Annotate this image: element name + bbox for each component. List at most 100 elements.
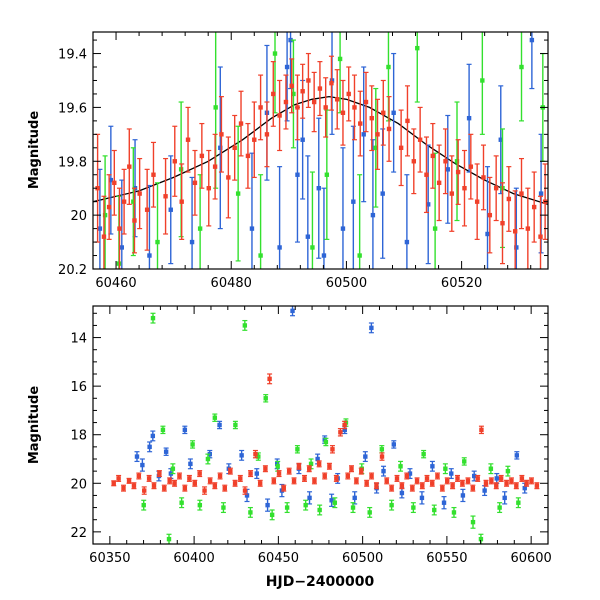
- top-marker: [102, 212, 108, 218]
- top-marker: [206, 186, 211, 191]
- bottom-marker: [308, 461, 314, 467]
- bottom-data-point: [451, 506, 457, 518]
- top-marker: [245, 153, 251, 159]
- bottom-data-point: [414, 477, 420, 485]
- top-panel-axes: 60460 60480 60500 60520 19.4 19.6 19.8 20 20.2: [58, 32, 548, 291]
- bottom-marker: [228, 468, 233, 474]
- bottom-data-point: [257, 479, 263, 487]
- top-data-point: [369, 85, 375, 152]
- bottom-data-point: [471, 470, 477, 482]
- bottom-data-point: [281, 484, 287, 492]
- bottom-marker: [432, 507, 437, 513]
- bottom-marker: [182, 427, 188, 433]
- bottom-marker: [494, 483, 499, 488]
- top-marker: [487, 212, 493, 218]
- top-data-point: [106, 174, 112, 240]
- top-data-point: [375, 98, 381, 170]
- bottom-marker: [296, 464, 302, 469]
- top-marker: [361, 132, 366, 137]
- bottom-marker: [524, 481, 529, 486]
- bottom-data-point: [441, 496, 447, 510]
- top-marker: [363, 99, 369, 105]
- bottom-data-point: [508, 477, 514, 485]
- bottom-panel-ylabel: Magnitude: [27, 386, 42, 465]
- top-marker: [219, 132, 224, 137]
- top-marker: [454, 159, 460, 164]
- top-marker: [358, 121, 363, 126]
- bottom-marker: [217, 473, 223, 479]
- bottom-marker: [257, 481, 263, 486]
- bottom-data-point: [232, 420, 238, 430]
- top-data-point: [311, 71, 317, 133]
- bottom-marker: [350, 505, 356, 510]
- bottom-marker: [455, 476, 460, 481]
- bottom-marker: [384, 478, 389, 484]
- bottom-data-point: [254, 468, 260, 480]
- top-y-tick-label: 19.8: [58, 155, 87, 170]
- top-data-point: [506, 166, 512, 232]
- bottom-y-tick-label: 20: [70, 477, 87, 492]
- top-data-point: [417, 106, 423, 173]
- bottom-marker: [420, 483, 425, 488]
- bottom-data-point: [136, 472, 142, 480]
- top-data-point: [373, 87, 379, 208]
- bottom-data-point: [389, 484, 395, 492]
- top-marker: [411, 159, 417, 164]
- top-marker: [462, 186, 467, 191]
- top-panel-ylabel: Magnitude: [27, 111, 42, 190]
- top-data-point: [480, 144, 486, 211]
- bottom-marker: [349, 466, 354, 471]
- top-data-point: [290, 39, 296, 149]
- bottom-data-point: [409, 484, 415, 492]
- top-marker: [117, 226, 122, 231]
- bottom-data-point: [505, 465, 511, 477]
- top-data-point: [493, 155, 499, 222]
- bottom-marker: [323, 439, 329, 445]
- bottom-data-point: [176, 472, 182, 480]
- bottom-data-point: [294, 445, 300, 454]
- bottom-marker: [248, 471, 253, 476]
- bottom-data-point: [187, 458, 193, 470]
- bottom-marker: [192, 481, 197, 486]
- bottom-data-point: [410, 502, 416, 514]
- bottom-series-red: [111, 373, 540, 495]
- top-marker: [417, 137, 423, 142]
- top-data-point: [232, 114, 238, 181]
- bottom-marker: [167, 478, 172, 484]
- top-data-point: [461, 149, 467, 227]
- top-marker: [321, 253, 327, 258]
- bottom-x-tick-label: 60550: [426, 551, 467, 566]
- top-data-point: [305, 52, 311, 109]
- top-model-curve: [93, 95, 548, 206]
- bottom-marker: [407, 471, 413, 476]
- bottom-data-point: [202, 486, 208, 495]
- bottom-marker: [379, 454, 385, 459]
- top-data-point: [357, 90, 363, 157]
- top-data-point: [351, 74, 357, 141]
- top-data-point: [309, 171, 315, 269]
- bottom-data-point: [369, 472, 375, 480]
- bottom-marker: [374, 483, 379, 488]
- top-data-point: [519, 32, 525, 122]
- bottom-marker: [212, 483, 218, 488]
- bottom-data-point: [534, 482, 540, 490]
- top-marker: [131, 199, 136, 204]
- bottom-data-point: [197, 470, 203, 478]
- bottom-data-point: [182, 425, 188, 435]
- bottom-data-point: [419, 482, 425, 490]
- bottom-marker: [242, 488, 248, 493]
- top-x-tick-label: 60480: [211, 276, 252, 291]
- bottom-marker: [267, 376, 272, 382]
- top-data-point: [137, 157, 143, 230]
- bottom-marker: [364, 481, 369, 486]
- bottom-data-point: [450, 482, 456, 490]
- top-data-point: [163, 157, 169, 235]
- top-marker: [474, 199, 480, 204]
- top-marker: [316, 186, 321, 191]
- bottom-data-point: [345, 472, 351, 480]
- bottom-marker: [111, 481, 116, 486]
- bottom-data-point: [368, 322, 374, 334]
- bottom-x-tick-label: 60450: [258, 551, 299, 566]
- top-marker: [426, 202, 431, 207]
- bottom-data-point: [442, 463, 448, 475]
